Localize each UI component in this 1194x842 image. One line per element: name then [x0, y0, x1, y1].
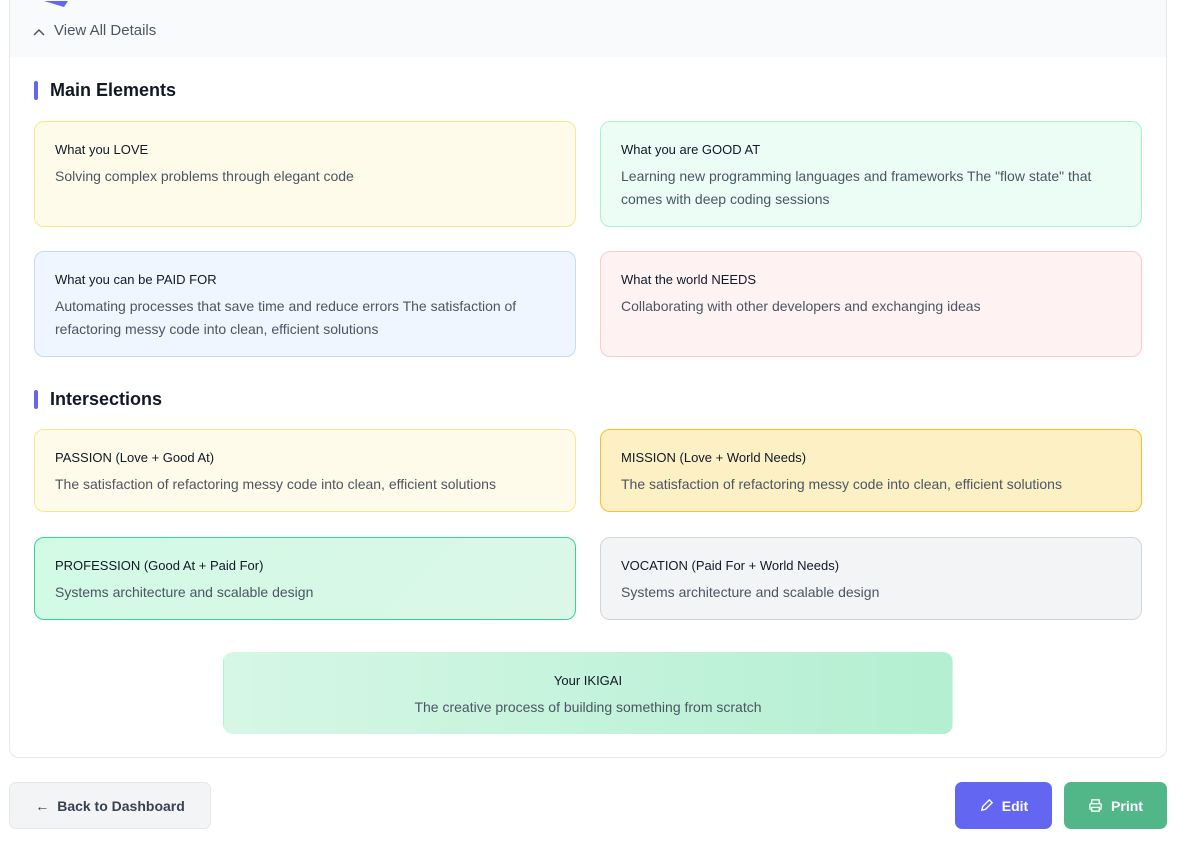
card-title: MISSION (Love + World Needs)	[621, 450, 807, 465]
back-label: Back to Dashboard	[57, 797, 185, 814]
card-good-at: What you are GOOD AT Learning new program…	[600, 121, 1142, 227]
card-title: VOCATION (Paid For + World Needs)	[621, 558, 840, 573]
card-text: The creative process of building somethi…	[414, 699, 762, 715]
card-love: What you LOVE Solving complex problems th…	[34, 121, 576, 227]
card-title: Your IKIGAI	[553, 673, 623, 688]
details-panel: View All Details Main Elements What you …	[9, 0, 1167, 758]
printer-icon	[1089, 799, 1102, 812]
section-title-intersections: Intersections	[34, 389, 162, 410]
card-profession: PROFESSION (Good At + Paid For) Systems a…	[34, 537, 576, 620]
print-label: Print	[1111, 797, 1143, 814]
card-ikigai: Your IKIGAI The creative process of build…	[223, 652, 953, 734]
section-title-main: Main Elements	[34, 80, 176, 101]
card-text: Systems architecture and scalable design	[621, 584, 880, 600]
logo-icon	[44, 1, 68, 7]
card-title: PROFESSION (Good At + Paid For)	[55, 558, 264, 573]
card-title: What the world NEEDS	[621, 272, 757, 287]
card-title: What you LOVE	[55, 142, 149, 157]
view-all-details-toggle[interactable]: View All Details	[10, 0, 1166, 57]
card-title: PASSION (Love + Good At)	[55, 450, 215, 465]
card-title: What you are GOOD AT	[621, 142, 761, 157]
card-paid-for: What you can be PAID FOR Automating proce…	[34, 251, 576, 357]
print-button[interactable]: Print	[1064, 782, 1167, 829]
card-text: The satisfaction of refactoring messy co…	[621, 476, 1062, 492]
card-vocation: VOCATION (Paid For + World Needs) Systems…	[600, 537, 1142, 620]
back-to-dashboard-button[interactable]: ← Back to Dashboard	[9, 782, 211, 829]
edit-label: Edit	[1001, 797, 1029, 814]
card-text: Automating processes that save time and …	[55, 298, 517, 337]
card-text: The satisfaction of refactoring messy co…	[55, 476, 496, 492]
toggle-label: View All Details	[54, 22, 157, 39]
edit-button[interactable]: Edit	[955, 782, 1052, 829]
card-world-needs: What the world NEEDS Collaborating with o…	[600, 251, 1142, 357]
card-passion: PASSION (Love + Good At) The satisfaction…	[34, 429, 576, 512]
card-text: Solving complex problems through elegant…	[55, 168, 354, 184]
card-text: Learning new programming languages and f…	[621, 168, 1092, 207]
chevron-up-icon	[33, 28, 45, 36]
pencil-icon	[980, 798, 993, 812]
arrow-left-icon: ←	[35, 797, 50, 814]
card-text: Collaborating with other developers and …	[621, 298, 981, 314]
card-title: What you can be PAID FOR	[55, 272, 217, 287]
card-text: Systems architecture and scalable design	[55, 584, 314, 600]
card-mission: MISSION (Love + World Needs) The satisfac…	[600, 429, 1142, 512]
